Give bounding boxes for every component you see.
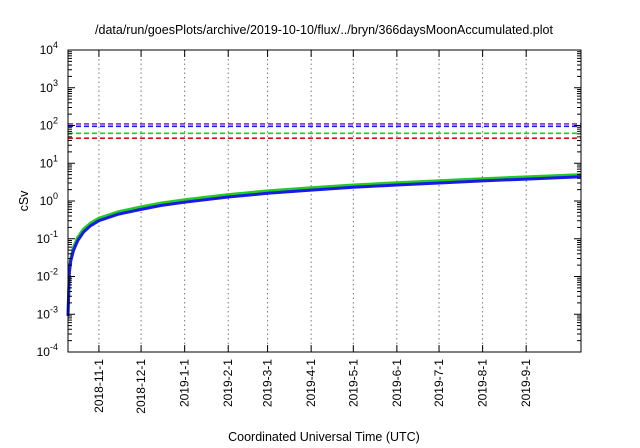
- y-tick-exponent: -3: [50, 304, 58, 314]
- series-line: [66, 173, 582, 315]
- y-tick-label: 10-1: [37, 229, 58, 246]
- y-tick-exponent: 1: [53, 153, 58, 163]
- y-tick-exponent: 2: [53, 116, 58, 126]
- y-tick-exponent: -4: [50, 342, 58, 352]
- x-tick-label: 2019-6-1: [390, 359, 404, 407]
- y-tick-label: 104: [40, 40, 58, 57]
- y-tick-base: 10: [40, 81, 54, 95]
- x-tick-label: 2019-4-1: [304, 359, 318, 407]
- x-tick-label: 2019-3-1: [261, 359, 275, 407]
- x-tick-label: 2019-7-1: [432, 359, 446, 407]
- y-tick-base: 10: [37, 232, 51, 246]
- plot-frame: [67, 49, 582, 353]
- y-tick-base: 10: [40, 43, 54, 57]
- y-tick-label: 100: [40, 191, 58, 208]
- x-tick-label: 2019-1-1: [178, 359, 192, 407]
- y-tick-label: 101: [40, 153, 58, 170]
- y-tick-label: 10-3: [37, 304, 58, 321]
- y-tick-label: 103: [40, 78, 58, 95]
- y-tick-label: 10-4: [37, 342, 58, 359]
- threshold-lines: [68, 123, 581, 140]
- x-tick-label: 2019-9-1: [519, 359, 533, 407]
- y-tick-exponent: -1: [50, 229, 58, 239]
- y-tick-base: 10: [40, 194, 54, 208]
- y-tick-exponent: 0: [53, 191, 58, 201]
- y-tick-base: 10: [40, 156, 54, 170]
- series-lines: [66, 173, 582, 317]
- series-line: [66, 175, 582, 317]
- x-axis-label: Coordinated Universal Time (UTC): [228, 430, 420, 444]
- x-tick-label: 2018-11-1: [92, 359, 106, 413]
- y-tick-label: 10-2: [37, 267, 58, 284]
- grid-lines: [98, 50, 527, 352]
- y-tick-base: 10: [40, 119, 54, 133]
- x-tick-label: 2019-5-1: [346, 359, 360, 407]
- y-tick-label: 102: [40, 116, 58, 133]
- y-tick-exponent: 3: [53, 78, 58, 88]
- chart-title: /data/run/goesPlots/archive/2019-10-10/f…: [95, 23, 553, 37]
- y-tick-exponent: 4: [53, 40, 58, 50]
- y-axis-label: cSv: [17, 190, 31, 212]
- axis-ticks: [68, 49, 581, 353]
- y-tick-exponent: -2: [50, 267, 58, 277]
- y-tick-base: 10: [37, 307, 51, 321]
- x-tick-label: 2019-2-1: [221, 359, 235, 407]
- x-tick-label: 2018-12-1: [134, 359, 148, 414]
- y-tick-base: 10: [37, 270, 51, 284]
- x-tick-label: 2019-8-1: [476, 359, 490, 407]
- tick-labels: 10-410-310-210-11001011021031042018-11-1…: [37, 40, 534, 414]
- y-tick-base: 10: [37, 345, 51, 359]
